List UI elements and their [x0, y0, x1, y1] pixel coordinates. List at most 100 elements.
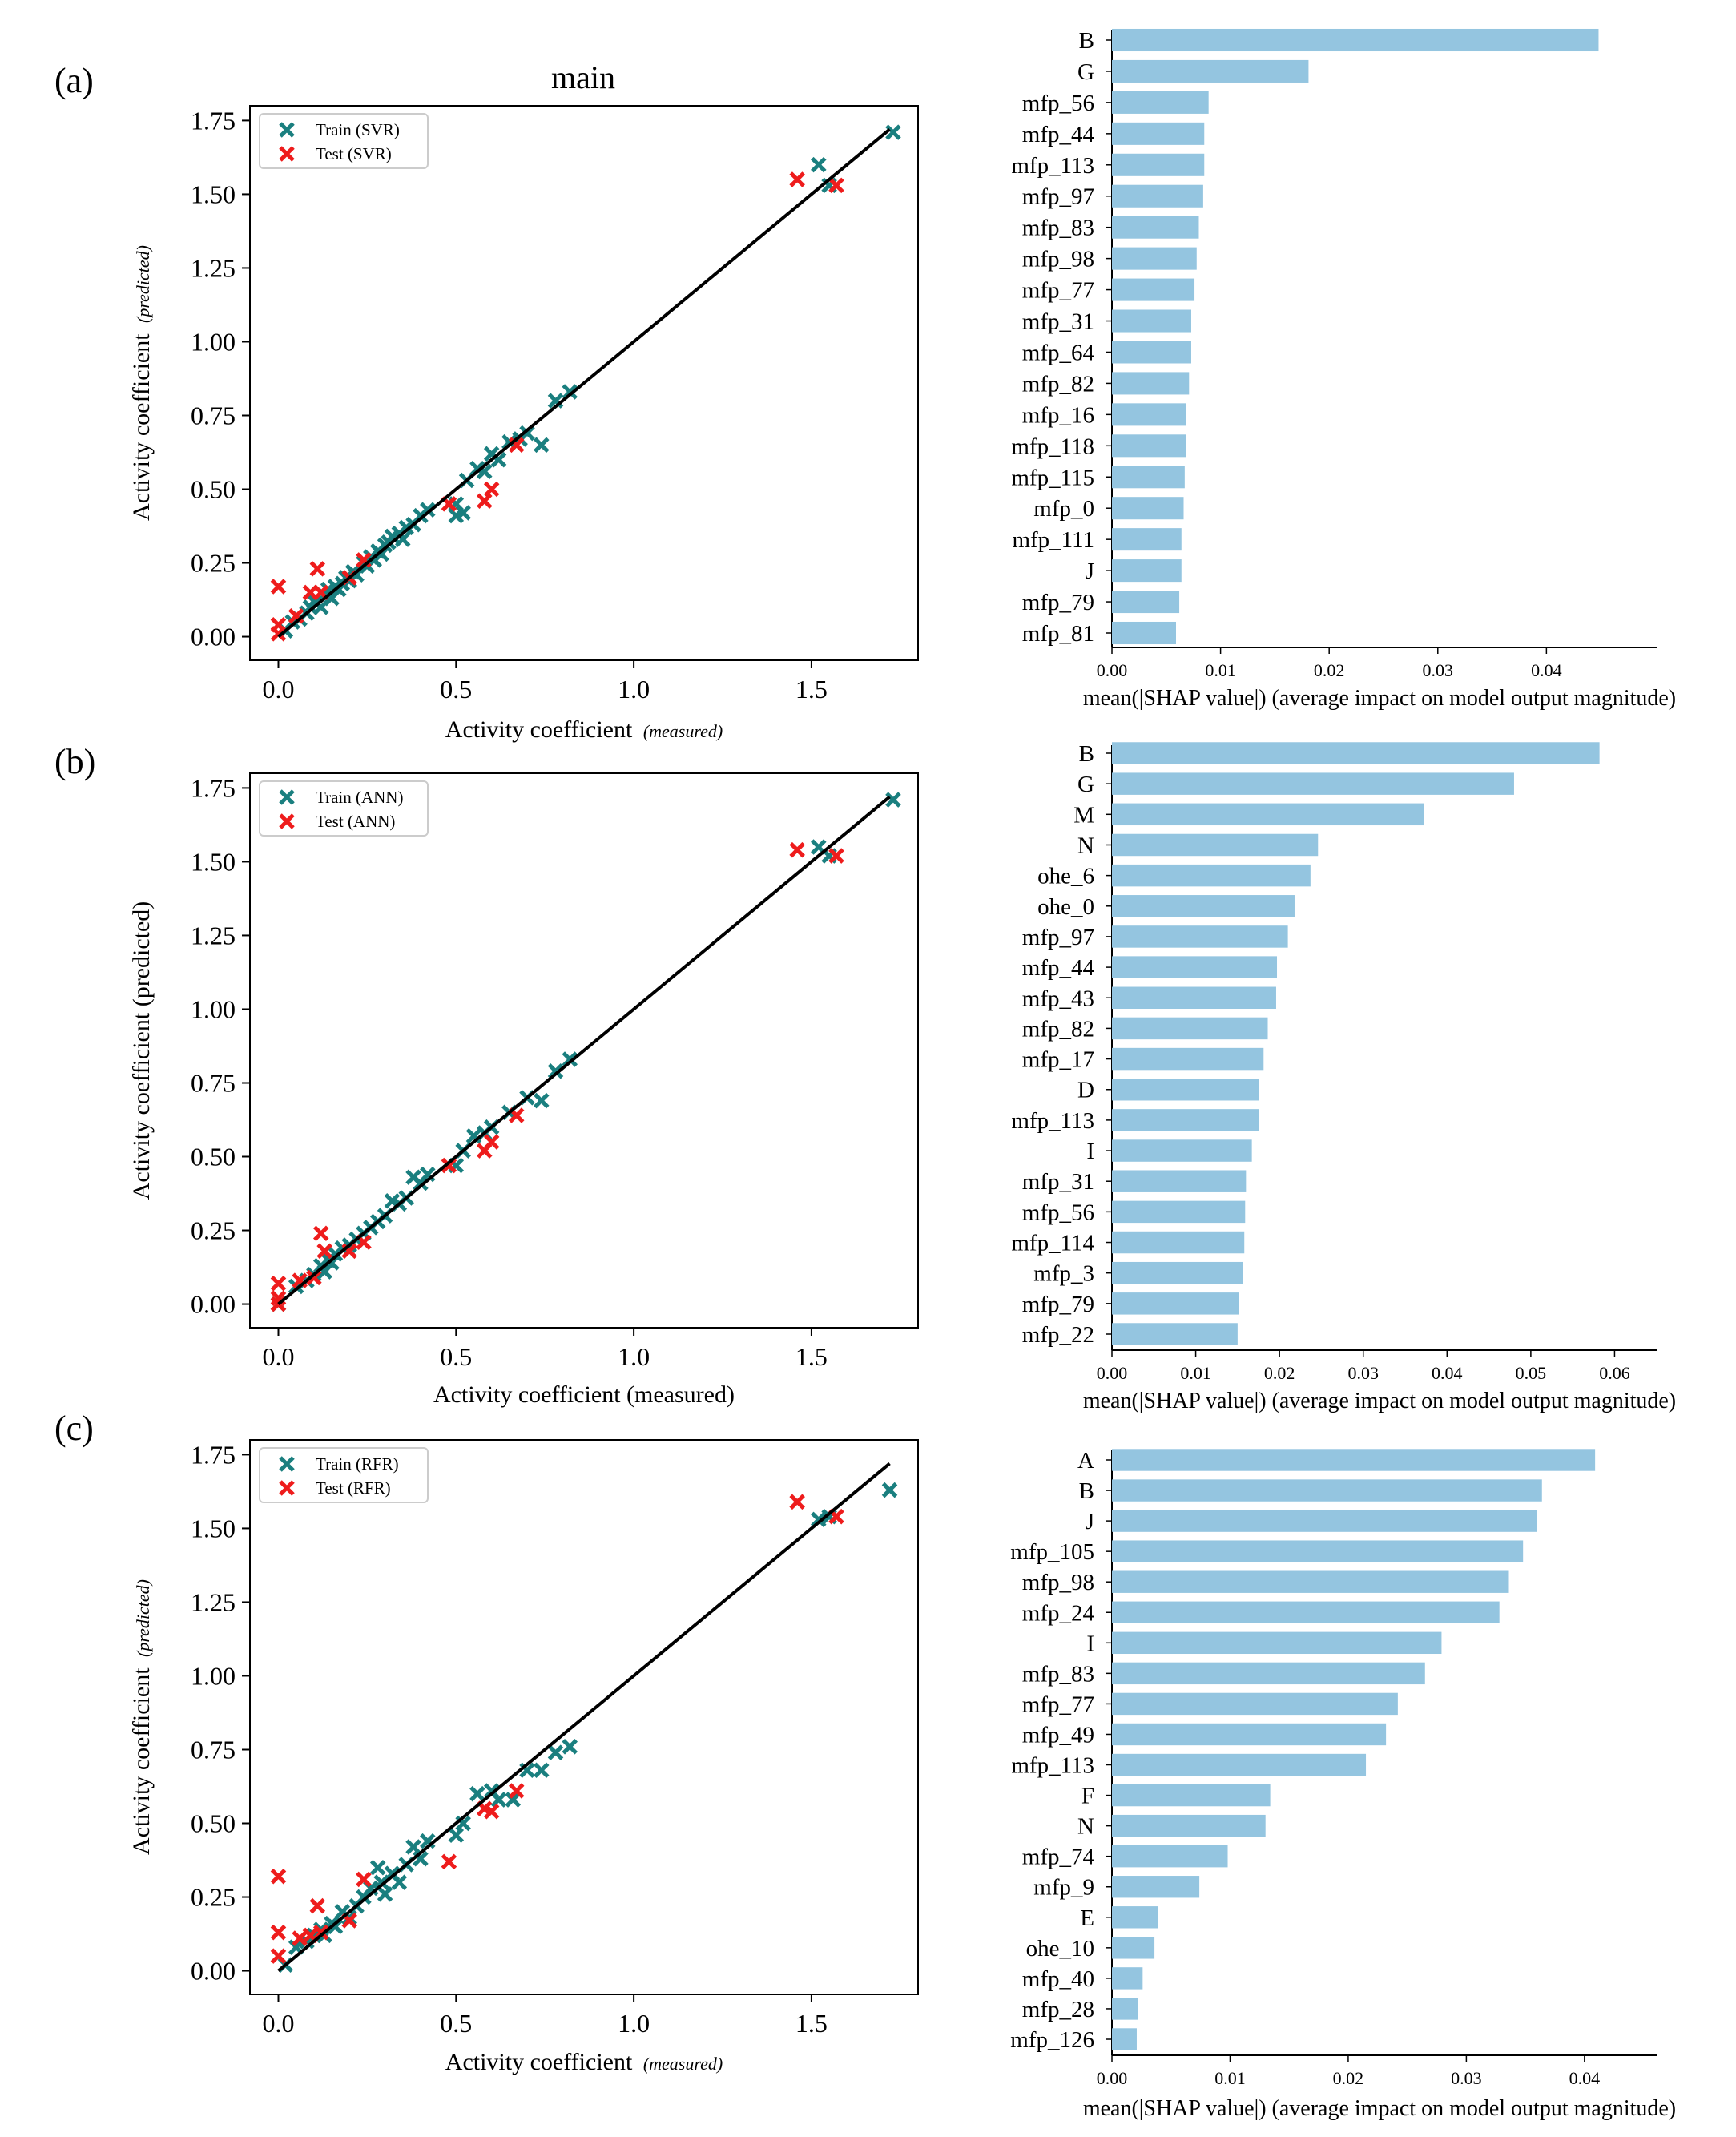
bars-c-bar — [1112, 1479, 1542, 1502]
scatter-c-xtick-label: 1.0 — [618, 2009, 650, 2038]
bars-c-bar — [1112, 1845, 1228, 1868]
scatter-c-train-point — [881, 1482, 898, 1498]
bars-a-bar — [1112, 216, 1199, 239]
bars-c-category-label: N — [1077, 1814, 1094, 1840]
bars-c-bar — [1112, 1937, 1155, 1959]
bars-a-bar — [1112, 59, 1309, 83]
scatter-b-xlabel-main: Activity coefficient (measured) — [433, 1381, 735, 1408]
scatter-a-legend-test-label: Test (SVR) — [316, 144, 392, 163]
bars-a-category-label: mfp_82 — [1022, 371, 1094, 397]
scatter-a-title: main — [551, 59, 615, 95]
scatter-c-test-point — [356, 1871, 372, 1888]
bars-c-category-label: ohe_10 — [1026, 1936, 1094, 1962]
scatter-a-ytick-label: 1.25 — [191, 253, 236, 282]
bars-b-bar — [1112, 772, 1514, 795]
bars-a-bar — [1112, 91, 1209, 114]
bars-b-category-label: N — [1077, 833, 1094, 858]
bars-a-xtick-label: 0.04 — [1531, 660, 1562, 680]
scatter-c-train-point — [547, 1744, 564, 1760]
scatter-a-ytick-label: 0.50 — [191, 475, 236, 504]
bars-a-bar — [1112, 621, 1176, 645]
scatter-b-train-point — [324, 1255, 340, 1271]
scatter-b-test-point — [789, 841, 805, 858]
bars-b-category-label: ohe_0 — [1037, 894, 1094, 920]
scatter-a-test-point — [270, 579, 287, 595]
scatter-c-ytick-label: 1.25 — [191, 1587, 236, 1616]
scatter-a-train-point — [420, 502, 436, 518]
scatter-a-legend-box — [259, 113, 429, 169]
bars-b-xtick-label: 0.03 — [1347, 1363, 1379, 1383]
bars-c-xtick-label: 0.02 — [1333, 2068, 1364, 2088]
bars-b-bar — [1112, 1109, 1259, 1131]
scatter-c-train-point — [533, 1762, 550, 1779]
scatter-b-test-point — [312, 1225, 329, 1241]
scatter-c-test-point — [789, 1494, 805, 1510]
scatter-c-test-point — [441, 1853, 457, 1870]
scatter-b-test-point — [441, 1157, 457, 1174]
scatter-c-xtick-label: 1.5 — [795, 2009, 828, 2038]
bars-b-category-label: D — [1077, 1078, 1094, 1103]
scatter-a-train-point — [373, 546, 389, 562]
bars-a-category-label: G — [1077, 59, 1094, 85]
scatter-c-xlabel: Activity coefficient (measured) — [445, 2049, 723, 2075]
bars-b-bar — [1112, 742, 1600, 764]
bars-b-category-label: G — [1077, 772, 1094, 797]
scatter-b-legend-train-marker — [279, 789, 295, 805]
bars-b-category-label: mfp_17 — [1022, 1047, 1094, 1073]
bars-c-xtick-label: 0.00 — [1097, 2068, 1128, 2088]
bars-a-bar — [1112, 528, 1182, 551]
bars-a-bar — [1112, 278, 1195, 301]
scatter-b-legend: Train (ANN) Test (ANN) — [259, 780, 429, 837]
scatter-c-fit-line — [277, 1462, 891, 1973]
scatter-c-ylabel: Activity coefficient (predicted) — [128, 1579, 155, 1855]
bars-a-category-label: mfp_98 — [1022, 247, 1094, 272]
bars-a-bar — [1112, 184, 1203, 208]
scatter-c-xtick-label: 0.5 — [440, 2009, 472, 2038]
bars-b-xtick-label: 0.00 — [1097, 1363, 1128, 1383]
bars-a-category-label: mfp_64 — [1022, 340, 1095, 365]
bars-a-bar — [1112, 559, 1182, 583]
scatter-c-xlabel-sub: (measured) — [643, 2054, 723, 2074]
scatter-b-xtick-label: 0.5 — [440, 1342, 472, 1371]
bars-a-xtick-label: 0.03 — [1423, 660, 1454, 680]
scatter-c-legend-train-label: Train (RFR) — [316, 1454, 399, 1474]
bars-c-bar — [1112, 1723, 1387, 1746]
bars-c-category-label: mfp_28 — [1022, 1997, 1094, 2022]
bars-c-category-label: mfp_113 — [1011, 1753, 1094, 1779]
scatter-b-ytick-label: 0.50 — [191, 1143, 236, 1171]
bars-b-category-label: mfp_22 — [1022, 1322, 1094, 1348]
scatter-b-test-point — [828, 848, 844, 864]
bars-b-bar — [1112, 1139, 1252, 1162]
bars-c-category-label: A — [1077, 1448, 1094, 1474]
scatter-c-train-point — [811, 1511, 827, 1528]
scatter-a-xtick-label: 1.0 — [618, 675, 650, 704]
scatter-c-legend-train-marker — [279, 1456, 295, 1472]
bars-b-xtick-label: 0.02 — [1264, 1363, 1295, 1383]
bars-a-xtick-label: 0.01 — [1205, 660, 1236, 680]
bars-a-category-label: J — [1086, 558, 1094, 584]
scatter-a-legend-test-marker — [279, 146, 295, 162]
bars-b-bar — [1112, 956, 1278, 978]
bars-a-bar — [1112, 341, 1191, 364]
bars-b-bar — [1112, 803, 1424, 826]
bars-a-category-label: B — [1079, 28, 1094, 54]
bars-b-bar — [1112, 1231, 1245, 1254]
scatter-c-xtick-label: 0.0 — [262, 2009, 294, 2038]
bars-c-category-label: mfp_105 — [1010, 1539, 1094, 1565]
scatter-a-legend-train-marker — [279, 122, 295, 138]
scatter-c-test-point — [292, 1930, 308, 1946]
scatter-a-train-point — [885, 124, 901, 140]
bars-c-bar — [1112, 1814, 1266, 1837]
scatter-c-test-point — [508, 1783, 525, 1799]
bars-a-xlabel: mean(|SHAP value|) (average impact on mo… — [1083, 686, 1676, 711]
bars-b-category-label: mfp_79 — [1022, 1292, 1094, 1317]
scatter-plot-a: main 0.0 0.5 1.0 1.5 0.00 0.25 0.50 0.75 1.00 1.2… — [128, 59, 919, 743]
scatter-a-ytick-label: 0.00 — [191, 623, 236, 651]
scatter-b-ytick-label: 1.75 — [191, 773, 236, 802]
bars-c-bar — [1112, 1753, 1367, 1776]
bars-b-category-label: mfp_3 — [1033, 1261, 1094, 1287]
bars-c-category-label: mfp_77 — [1022, 1691, 1094, 1717]
scatter-a-train-point — [533, 437, 550, 454]
bars-c-xtick-label: 0.04 — [1569, 2068, 1601, 2088]
bars-a-category-label: mfp_81 — [1022, 621, 1094, 647]
